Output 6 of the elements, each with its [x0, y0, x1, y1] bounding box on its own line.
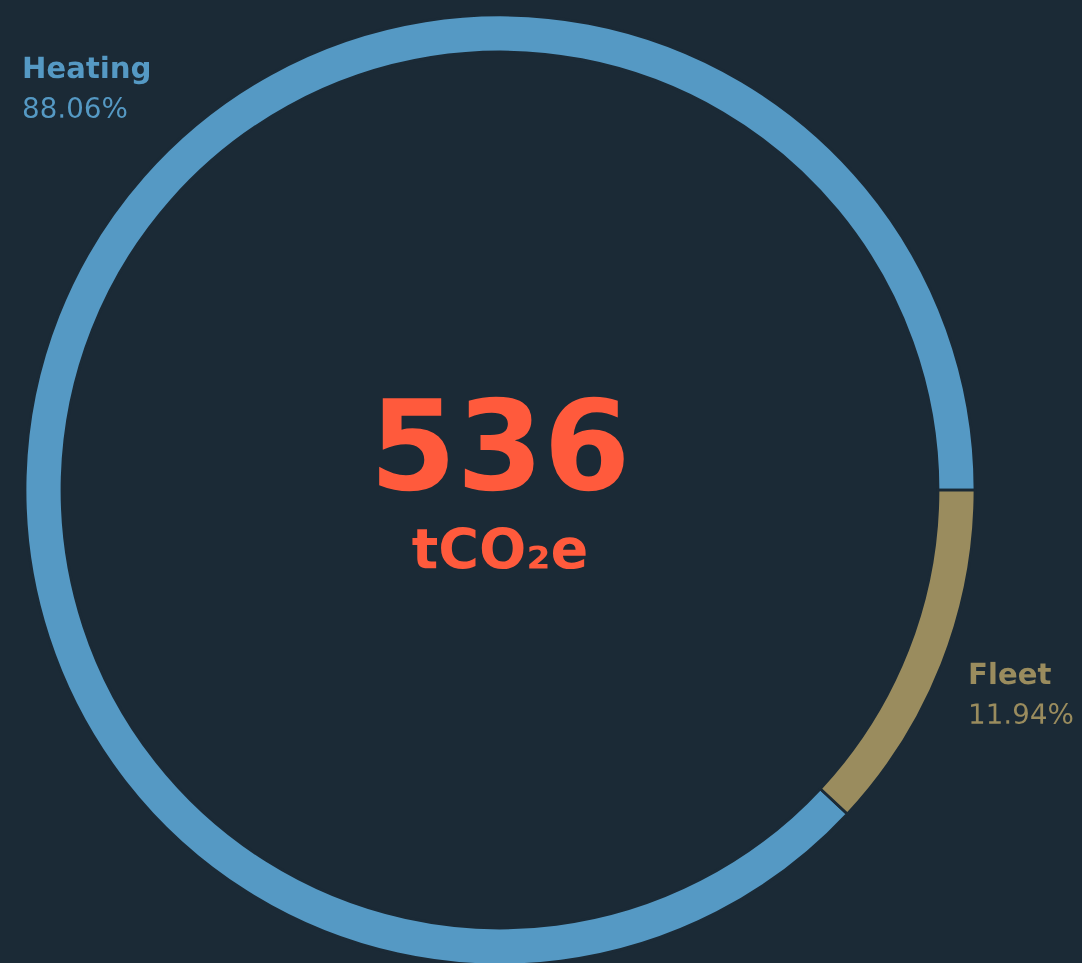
data-label: 11.94% [971, 703, 1073, 725]
slice-label: Heating [24, 55, 150, 85]
text: tCO₂e [412, 527, 586, 570]
data-label: 88.06% [23, 97, 127, 119]
slice-label: Fleet [970, 661, 1051, 685]
text: 536 [379, 396, 624, 492]
